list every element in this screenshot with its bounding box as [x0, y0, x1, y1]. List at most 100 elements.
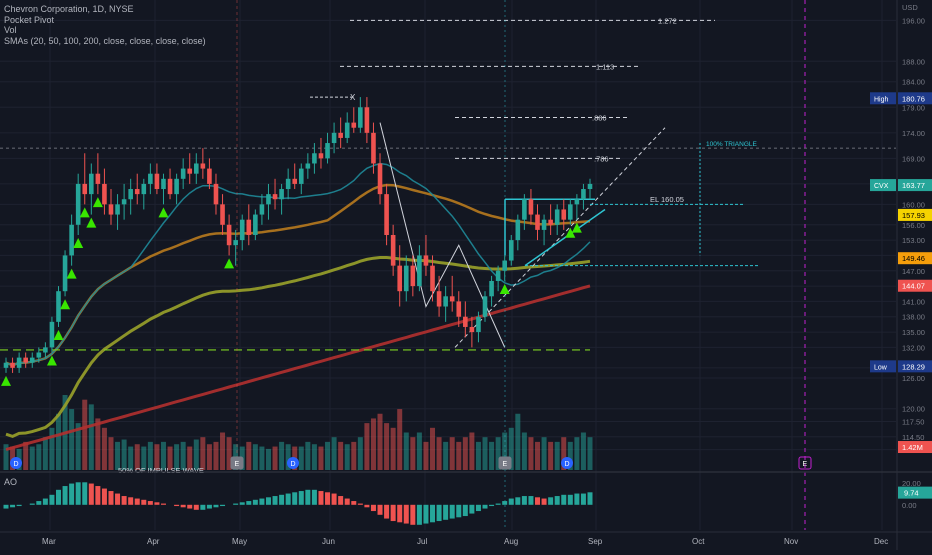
candle-body	[180, 168, 186, 179]
candle-body	[56, 291, 61, 322]
price-tick-label: 135.00	[902, 328, 925, 337]
fib-label: 1.113	[596, 62, 614, 71]
ao-bar	[233, 503, 239, 505]
volume-bar	[456, 441, 462, 470]
candle-body	[115, 204, 120, 215]
fib-label: .886	[592, 114, 607, 123]
price-tick-label: 132.00	[902, 343, 925, 352]
ao-bar	[436, 504, 442, 522]
ao-bar	[174, 504, 180, 507]
price-tick-label: 126.00	[902, 374, 925, 383]
volume-bar	[384, 423, 390, 470]
ao-bar	[193, 504, 199, 510]
ao-bar	[285, 493, 291, 505]
badge-tag-label: High	[874, 96, 889, 103]
volume-bar	[410, 437, 416, 470]
volume-bar	[206, 444, 212, 470]
candle-body	[522, 199, 527, 220]
candle-body	[134, 189, 140, 195]
candle-body	[246, 219, 252, 235]
volume-bar	[469, 432, 475, 470]
price-tick-label: 147.00	[902, 267, 925, 276]
price-badge-value: 1.42M	[902, 443, 923, 452]
ao-bar	[259, 498, 265, 505]
candle-body	[377, 163, 383, 195]
ao-bar	[82, 482, 88, 505]
price-tick-label: 153.00	[902, 236, 925, 245]
candle-body	[358, 107, 363, 128]
volume-bar	[23, 441, 29, 470]
volume-bar	[318, 446, 324, 470]
ao-bar	[16, 504, 22, 507]
candle-body	[495, 270, 501, 281]
candle-body	[581, 189, 586, 200]
candle-body	[430, 265, 435, 292]
price-tick-label: 160.00	[902, 200, 925, 209]
legend-title[interactable]: Chevron Corporation, 1D, NYSE	[4, 4, 134, 14]
fib-label: .786	[594, 154, 609, 163]
ao-bar	[495, 503, 501, 505]
ao-legend[interactable]: AO	[4, 477, 18, 487]
candle-body	[285, 178, 291, 190]
volume-bar	[213, 441, 219, 470]
volume-bar	[174, 444, 180, 470]
candle-body	[449, 296, 455, 302]
candle-body	[508, 240, 514, 261]
ao-bar	[213, 504, 219, 508]
candle-body	[331, 132, 337, 144]
volume-bar	[200, 437, 206, 470]
ao-bar	[298, 491, 304, 505]
volume-bar	[141, 446, 147, 470]
candle-body	[351, 122, 357, 128]
legend-pocket-pivot[interactable]: Pocket Pivot	[4, 14, 55, 25]
volume-bar	[55, 413, 61, 470]
volume-bar	[449, 437, 455, 470]
ao-bar	[338, 496, 344, 505]
legend-smas[interactable]: SMAs (20, 50, 100, 200, close, close, cl…	[4, 35, 206, 46]
candle-body	[443, 296, 448, 307]
ao-bar	[541, 498, 547, 505]
volume-bar	[246, 441, 252, 470]
volume-bar	[357, 437, 363, 470]
event-label: E	[803, 461, 808, 468]
ao-bar	[515, 497, 521, 505]
candle-body	[233, 240, 238, 246]
ao-bar	[108, 491, 114, 505]
candle-body	[502, 260, 507, 271]
candle-body	[121, 199, 127, 205]
ao-bar	[587, 492, 593, 505]
volume-bar	[128, 446, 134, 470]
candle-body	[568, 204, 573, 220]
ao-bar	[279, 494, 285, 505]
ao-bar	[311, 489, 317, 505]
volume-bar	[3, 444, 9, 470]
annotations: 1.272 1.113 .886 .786 100% TRIANGLE EL 160.05…	[118, 16, 757, 475]
legend-volume[interactable]: Vol	[4, 25, 17, 35]
candle-body	[10, 362, 15, 368]
x-tick-label: Jul	[417, 537, 427, 546]
ao-bar	[384, 504, 390, 519]
ao-bar	[489, 504, 495, 507]
event-label: E	[235, 461, 240, 468]
candle-body	[226, 224, 232, 246]
ao-bar	[325, 492, 331, 505]
volume-bar	[298, 446, 304, 470]
candle-body	[200, 163, 206, 169]
ao-bar	[443, 504, 449, 520]
candle-body	[554, 209, 560, 225]
chart-legend: Chevron Corporation, 1D, NYSE Pocket Piv…	[4, 4, 206, 46]
earnings-marker	[230, 456, 244, 470]
ao-bar	[154, 502, 160, 505]
volume-bar	[49, 427, 55, 470]
ao-bar	[272, 496, 278, 505]
ao-bar	[344, 498, 350, 505]
ao-bar	[3, 504, 9, 509]
volume-bar	[567, 441, 573, 470]
pocket-pivot-marker	[571, 222, 582, 233]
volume-bar	[69, 409, 75, 470]
volume-bar	[147, 441, 153, 470]
candle-body	[436, 291, 442, 307]
